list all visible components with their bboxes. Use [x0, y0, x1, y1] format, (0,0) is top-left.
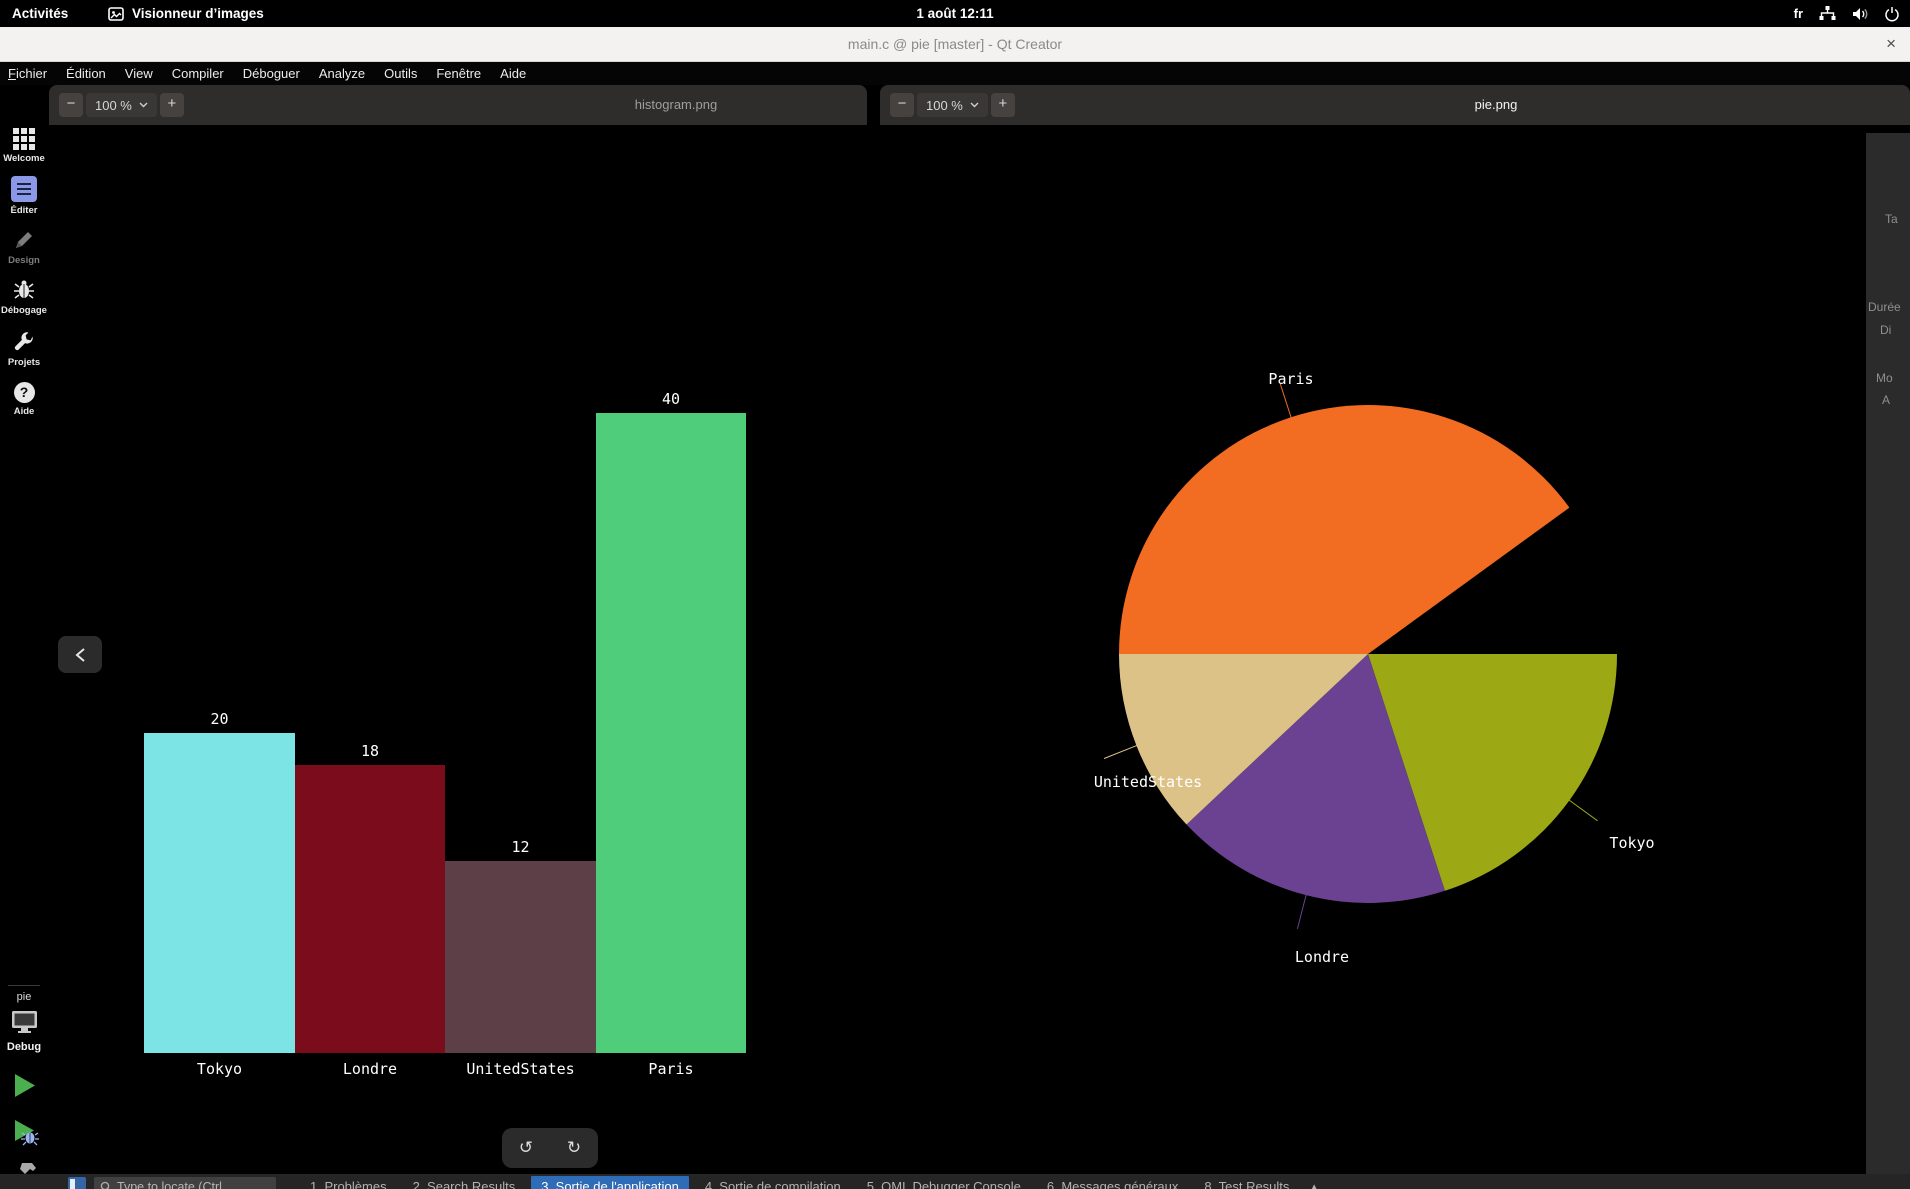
volume-icon — [1853, 7, 1868, 20]
rotate-left-button[interactable]: ↺ — [518, 1138, 534, 1158]
properties-label: Ta — [1885, 212, 1898, 226]
zoom-level-value: 100 % — [95, 97, 132, 113]
output-pane-button[interactable]: 3. Sortie de l'application — [531, 1176, 689, 1189]
menu-edition[interactable]: Édition — [66, 66, 106, 81]
wrench-icon — [14, 332, 33, 351]
output-pane-button[interactable]: 1. Problèmes — [310, 1179, 387, 1189]
filename-pie: pie.png — [1474, 97, 1518, 112]
activities-button[interactable]: Activités — [12, 6, 69, 21]
sidebar-item-edit[interactable]: Éditer — [0, 176, 48, 216]
properties-label: A — [1882, 393, 1891, 407]
run-button[interactable] — [11, 1072, 38, 1099]
debug-run-icon — [15, 1120, 39, 1146]
menu-compiler[interactable]: Compiler — [171, 66, 224, 81]
sidebar-item-label: Design — [8, 255, 40, 266]
properties-panel-edge: Ta Durée Di Mo A — [1866, 133, 1910, 1174]
zoom-in-button[interactable]: + — [159, 93, 184, 117]
gnome-top-bar: Activités Visionneur d’images 1 août 12:… — [0, 0, 1910, 27]
output-pane-button[interactable]: 4. Sortie de compilation — [704, 1179, 841, 1189]
grid-icon — [13, 128, 35, 150]
collapse-panes-icon[interactable]: ▴ — [1311, 1181, 1317, 1189]
output-panes-bar: Type to locate (Ctrl 1. Problèmes 2. Sear… — [0, 1174, 1910, 1189]
sidebar-item-help[interactable]: ? Aide — [0, 382, 48, 417]
keyboard-layout-indicator[interactable]: fr — [1793, 6, 1803, 21]
sidebar-toggle-icon[interactable] — [68, 1177, 86, 1189]
zoom-out-button[interactable]: − — [890, 93, 914, 117]
sidebar-item-label: Débogage — [1, 305, 47, 316]
chevron-left-icon — [75, 647, 85, 662]
sidebar-item-label: Éditer — [10, 205, 38, 216]
zoom-level-dropdown[interactable]: 100 % — [86, 93, 157, 117]
rotate-buttons-group: ↺ ↻ — [502, 1128, 598, 1168]
output-pane-button[interactable]: 5. QML Debugger Console — [866, 1179, 1021, 1189]
output-pane-button[interactable]: 2. Search Results — [412, 1179, 516, 1189]
image-viewer-app-icon — [108, 6, 124, 21]
output-pane-button[interactable]: 6. Messages généraux — [1046, 1179, 1179, 1189]
zoom-in-button[interactable]: + — [990, 93, 1015, 117]
output-pane-button[interactable]: 8. Test Results — [1204, 1179, 1290, 1189]
app-menu[interactable]: Visionneur d’images — [108, 0, 264, 27]
sidebar-item-design[interactable]: Design — [0, 228, 48, 266]
previous-image-button[interactable] — [58, 636, 102, 673]
help-icon: ? — [13, 382, 35, 403]
sidebar-item-label: Projets — [7, 357, 41, 368]
locator-input[interactable]: Type to locate (Ctrl — [94, 1177, 276, 1189]
clock[interactable]: 1 août 12:11 — [916, 6, 994, 21]
sidebar-item-projects[interactable]: Projets — [0, 330, 48, 368]
locator-placeholder: Type to locate (Ctrl — [117, 1180, 222, 1189]
menu-view[interactable]: View — [124, 66, 153, 81]
menu-deboguer[interactable]: Déboguer — [242, 66, 300, 81]
menu-fenetre[interactable]: Fenêtre — [436, 66, 482, 81]
chevron-down-icon — [139, 102, 148, 108]
viewer-toolbar-left: − 100 % + — [49, 85, 867, 125]
zoom-level-value: 100 % — [926, 97, 963, 113]
sidebar-item-label: Welcome — [3, 153, 45, 164]
menu-aide[interactable]: Aide — [500, 66, 527, 81]
project-name: pie — [16, 991, 32, 1003]
bug-icon — [14, 280, 34, 299]
kit-selector-button[interactable] — [11, 1010, 38, 1034]
output-pane-buttons: 1. Problèmes 2. Search Results 3. Sortie d… — [300, 1176, 1323, 1189]
chevron-down-icon — [970, 102, 979, 108]
editor-icon — [11, 176, 37, 202]
menu-analyze[interactable]: Analyze — [318, 66, 366, 81]
app-menu-label: Visionneur d’images — [132, 6, 264, 21]
properties-label: Di — [1880, 323, 1892, 337]
search-icon — [100, 1181, 110, 1189]
sidebar-item-debug-mode[interactable]: Débogage — [0, 278, 48, 316]
image-viewer-canvas — [49, 125, 1910, 1174]
monitor-icon — [12, 1011, 37, 1033]
properties-label: Durée — [1868, 300, 1901, 314]
network-icon — [1819, 6, 1836, 20]
build-config-label: Debug — [6, 1041, 42, 1053]
debug-run-button[interactable] — [11, 1118, 39, 1146]
zoom-out-button[interactable]: − — [59, 93, 83, 117]
sidebar-item-label: Aide — [13, 406, 35, 417]
run-icon — [15, 1074, 35, 1097]
sidebar-divider — [8, 985, 40, 986]
zoom-level-dropdown[interactable]: 100 % — [917, 93, 988, 117]
window-title-bar: main.c @ pie [master] - Qt Creator × — [0, 27, 1910, 62]
menu-bar: Fichier Édition View Compiler Déboguer A… — [0, 62, 1910, 85]
window-title: main.c @ pie [master] - Qt Creator — [847, 36, 1063, 52]
power-icon — [1885, 6, 1899, 22]
sidebar-item-welcome[interactable]: Welcome — [0, 128, 48, 164]
menu-outils[interactable]: Outils — [384, 66, 418, 81]
close-window-button[interactable]: × — [1886, 34, 1896, 53]
system-status-area[interactable]: fr — [1794, 0, 1900, 27]
filename-histogram: histogram.png — [634, 97, 718, 112]
pencil-icon — [16, 232, 32, 248]
viewer-toolbar-right: − 100 % + — [880, 85, 1910, 125]
menu-fichier[interactable]: Fichier — [8, 66, 48, 81]
rotate-right-button[interactable]: ↻ — [566, 1138, 582, 1158]
properties-label: Mo — [1876, 371, 1893, 385]
